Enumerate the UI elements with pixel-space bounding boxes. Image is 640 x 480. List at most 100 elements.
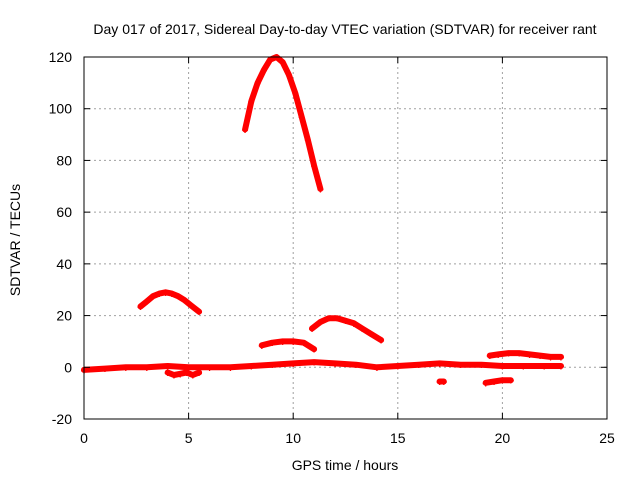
data-series: + + + + + + + +	[487, 347, 565, 364]
data-point: +	[436, 357, 443, 370]
data-point: +	[187, 299, 194, 312]
x-tick-label: 25	[599, 430, 615, 446]
data-point: +	[196, 306, 203, 319]
data-point: +	[487, 350, 494, 363]
series-trace	[164, 369, 203, 378]
y-tick-label: 60	[56, 204, 72, 220]
data-point: +	[300, 337, 307, 350]
series-trace	[242, 54, 324, 192]
data-point: +	[261, 64, 268, 77]
series-trace	[309, 315, 385, 344]
data-point: +	[290, 335, 297, 348]
x-tick-label: 10	[285, 430, 301, 446]
data-point: +	[351, 317, 358, 330]
data-point: +	[499, 374, 506, 387]
data-point: +	[482, 377, 489, 390]
series-trace	[486, 350, 564, 360]
y-tick-label: 40	[56, 256, 72, 272]
data-point: +	[311, 343, 318, 356]
y-tick-label: 80	[56, 152, 72, 168]
data-point: +	[269, 359, 276, 372]
series-trace	[137, 289, 203, 315]
data-point: +	[520, 360, 527, 373]
y-tick-label: 100	[49, 101, 73, 117]
data-series: + + + + + + + + + + + + + + + + + + + + + + + +	[81, 356, 565, 377]
data-point: +	[334, 312, 341, 325]
data-point: +	[537, 350, 544, 363]
data-point: +	[248, 95, 255, 108]
data-point: +	[526, 348, 533, 361]
data-series: + + + + + + + + + +	[137, 286, 203, 318]
y-axis-title: SDTVAR / TECUs	[7, 184, 23, 296]
data-point: +	[367, 328, 374, 341]
data-point: +	[259, 339, 266, 352]
data-series: ++	[436, 376, 447, 389]
series-trace	[81, 359, 564, 373]
y-tick-label: -20	[52, 411, 72, 427]
data-point: +	[491, 376, 498, 389]
data-point: +	[478, 359, 485, 372]
data-point: +	[541, 360, 548, 373]
data-point: +	[558, 360, 565, 373]
data-point: +	[374, 361, 381, 374]
x-tick-label: 0	[80, 430, 88, 446]
axis-ticks: 0 5 10 15 20 25 -20 0 20 40 60 80 100 120	[49, 49, 615, 446]
data-point: +	[505, 347, 512, 360]
data-point: +	[292, 87, 299, 100]
data-point: +	[196, 366, 203, 379]
data-point: +	[317, 316, 324, 329]
data-point: +	[185, 361, 192, 374]
x-axis-title: GPS time / hours	[292, 457, 399, 473]
x-tick-label: 15	[390, 430, 406, 446]
data-point: +	[206, 361, 213, 374]
data-point: +	[298, 110, 305, 123]
data-point: +	[171, 369, 178, 382]
data-point: +	[507, 374, 514, 387]
data-point: +	[156, 288, 163, 301]
data-point: +	[353, 359, 360, 372]
data-point: +	[325, 312, 332, 325]
data-point: +	[547, 351, 554, 364]
data-point: +	[248, 360, 255, 373]
data-point: +	[516, 347, 523, 360]
data-point: +	[309, 323, 316, 336]
data-point: +	[175, 290, 182, 303]
data-point: +	[183, 366, 190, 379]
data-point: +	[150, 290, 157, 303]
data-point: +	[254, 77, 261, 90]
data-point: +	[102, 363, 109, 376]
data-point: +	[342, 315, 349, 328]
data-point: +	[499, 360, 506, 373]
data-point: +	[227, 361, 234, 374]
data-point: +	[181, 294, 188, 307]
data-point: +	[162, 286, 169, 299]
data-series: + + + + + +	[259, 335, 318, 356]
data-point: +	[311, 160, 318, 173]
y-tick-label: 20	[56, 308, 72, 324]
plot-frame	[83, 56, 608, 420]
data-points: + + + + + + + + + + + + + + + + + + + + + + + ++ + + + + ++ + + + + + + + + +…	[81, 51, 565, 390]
data-point: +	[279, 335, 286, 348]
data-point: +	[378, 334, 385, 347]
data-point: +	[311, 356, 318, 369]
data-point: +	[457, 359, 464, 372]
data-series: + + + + + +	[164, 366, 202, 382]
data-point: +	[332, 357, 339, 370]
y-tick-label: 120	[49, 49, 73, 65]
data-point: +	[558, 351, 565, 364]
data-point: +	[143, 361, 150, 374]
data-point: +	[267, 54, 274, 67]
data-point: +	[164, 360, 171, 373]
data-point: +	[177, 368, 184, 381]
chart-title: Day 017 of 2017, Sidereal Day-to-day VTE…	[93, 21, 596, 37]
data-point: +	[164, 366, 171, 379]
data-series: + + + + + + + + +	[309, 312, 385, 347]
data-point: +	[189, 369, 196, 382]
data-point: +	[305, 134, 312, 147]
data-point: +	[286, 69, 293, 82]
data-point: +	[242, 123, 249, 136]
data-point: +	[169, 288, 176, 301]
data-point: +	[436, 376, 443, 389]
data-point: +	[495, 348, 502, 361]
